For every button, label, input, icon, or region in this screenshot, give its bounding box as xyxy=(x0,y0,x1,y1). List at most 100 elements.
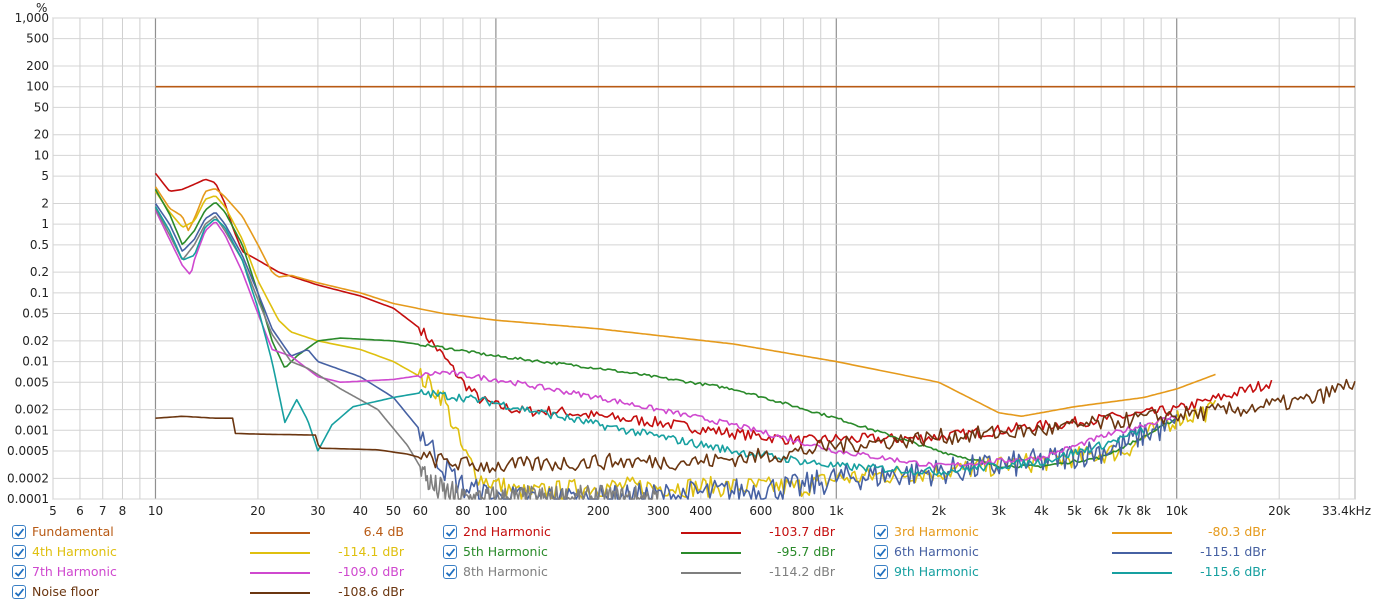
legend-item-4th-harmonic: 4th Harmonic -114.1 dBr xyxy=(12,542,412,562)
legend-swatch xyxy=(1112,532,1172,534)
check-icon xyxy=(445,568,456,577)
check-icon xyxy=(14,588,25,597)
legend-label: 6th Harmonic xyxy=(894,544,979,559)
legend-swatch xyxy=(250,532,310,534)
legend-label: 8th Harmonic xyxy=(463,564,548,579)
legend-value: -108.6 dBr xyxy=(338,584,404,599)
x-tick-label: 400 xyxy=(689,504,712,518)
legend-checkbox[interactable] xyxy=(874,545,888,559)
x-tick-label: 10 xyxy=(148,504,163,518)
legend-swatch xyxy=(250,552,310,554)
y-tick-label: 0.01 xyxy=(22,355,49,369)
legend-label: 9th Harmonic xyxy=(894,564,979,579)
x-tick-label: 20k xyxy=(1268,504,1290,518)
legend-value: -115.6 dBr xyxy=(1200,564,1266,579)
legend-swatch xyxy=(250,572,310,574)
x-tick-label: 10k xyxy=(1166,504,1188,518)
legend-checkbox[interactable] xyxy=(443,565,457,579)
x-tick-label: 50 xyxy=(386,504,401,518)
legend-swatch xyxy=(1112,572,1172,574)
x-tick-label: 7k xyxy=(1117,504,1132,518)
legend-item-7th-harmonic: 7th Harmonic -109.0 dBr xyxy=(12,562,412,582)
check-icon xyxy=(876,568,887,577)
y-tick-label: 5 xyxy=(41,169,49,183)
check-icon xyxy=(445,528,456,537)
x-tick-label: 8k xyxy=(1136,504,1151,518)
legend-checkbox[interactable] xyxy=(12,525,26,539)
legend-label: Fundamental xyxy=(32,524,114,539)
legend-item-6th-harmonic: 6th Harmonic -115.1 dBr xyxy=(874,542,1274,562)
x-tick-label: 300 xyxy=(647,504,670,518)
legend-label: 3rd Harmonic xyxy=(894,524,979,539)
y-unit-label: % xyxy=(36,1,47,15)
check-icon xyxy=(14,568,25,577)
y-axis-ticks: 1,000 500 200 100 50 20 10 5 2 1 0.5 0.2 0.1 0.05 0.02… xyxy=(7,11,49,506)
x-tick-label: 1k xyxy=(829,504,844,518)
y-tick-label: 10 xyxy=(34,148,49,162)
x-tick-label: 40 xyxy=(353,504,368,518)
legend-checkbox[interactable] xyxy=(874,565,888,579)
y-tick-label: 100 xyxy=(26,80,49,94)
check-icon xyxy=(876,528,887,537)
y-tick-label: 0.2 xyxy=(30,265,49,279)
check-icon xyxy=(14,528,25,537)
legend-label: 2nd Harmonic xyxy=(463,524,551,539)
series-2nd-harmonic xyxy=(154,172,1273,447)
legend-item-noise-floor: Noise floor -108.6 dBr xyxy=(12,582,412,602)
legend-label: 4th Harmonic xyxy=(32,544,117,559)
y-tick-label: 200 xyxy=(26,59,49,73)
legend-swatch xyxy=(250,592,310,594)
x-tick-label: 80 xyxy=(455,504,470,518)
y-tick-label: 2 xyxy=(41,196,49,210)
series-lines xyxy=(154,85,1356,500)
y-tick-label: 20 xyxy=(34,128,49,142)
y-tick-label: 0.1 xyxy=(30,286,49,300)
check-icon xyxy=(14,548,25,557)
legend-label: Noise floor xyxy=(32,584,99,599)
legend-label: 5th Harmonic xyxy=(463,544,548,559)
legend-item-fundamental: Fundamental 6.4 dB xyxy=(12,522,412,542)
y-tick-label: 0.0005 xyxy=(7,444,49,458)
x-tick-label: 5k xyxy=(1067,504,1082,518)
legend-checkbox[interactable] xyxy=(12,545,26,559)
x-tick-label: 600 xyxy=(749,504,772,518)
x-tick-label: 5 xyxy=(49,504,57,518)
legend-value: -114.2 dBr xyxy=(769,564,835,579)
legend-checkbox[interactable] xyxy=(874,525,888,539)
x-tick-label: 800 xyxy=(792,504,815,518)
legend-item-9th-harmonic: 9th Harmonic -115.6 dBr xyxy=(874,562,1274,582)
legend-checkbox[interactable] xyxy=(12,565,26,579)
legend-swatch xyxy=(1112,552,1172,554)
x-tick-label: 20 xyxy=(250,504,265,518)
check-icon xyxy=(445,548,456,557)
legend-swatch xyxy=(681,552,741,554)
y-tick-label: 0.0002 xyxy=(7,471,49,485)
series-3rd-harmonic xyxy=(154,186,1216,417)
x-tick-label: 6k xyxy=(1094,504,1109,518)
x-tick-label: 60 xyxy=(413,504,428,518)
x-tick-label: 4k xyxy=(1034,504,1049,518)
y-tick-label: 0.005 xyxy=(15,375,49,389)
x-tick-label: 33.4kHz xyxy=(1322,504,1371,518)
check-icon xyxy=(876,548,887,557)
legend-value: -80.3 dBr xyxy=(1208,524,1266,539)
x-tick-label: 3k xyxy=(991,504,1006,518)
series-noise-floor xyxy=(155,378,1356,474)
legend-item-3rd-harmonic: 3rd Harmonic -80.3 dBr xyxy=(874,522,1274,542)
x-axis-ticks: 5 6 7 8 10 20 30 40 50 60 80 100 200 300 400 600 800 1k 2k… xyxy=(49,504,1371,518)
legend-checkbox[interactable] xyxy=(12,585,26,599)
legend-value: -95.7 dBr xyxy=(777,544,835,559)
y-tick-label: 0.5 xyxy=(30,238,49,252)
legend-swatch xyxy=(681,532,741,534)
y-tick-label: 0.02 xyxy=(22,334,49,348)
y-tick-label: 1,000 xyxy=(15,11,49,25)
legend-value: -115.1 dBr xyxy=(1200,544,1266,559)
x-tick-label: 30 xyxy=(310,504,325,518)
y-tick-label: 1 xyxy=(41,217,49,231)
x-tick-label: 200 xyxy=(587,504,610,518)
legend: Fundamental 6.4 dB 2nd Harmonic -103.7 dBr 3… xyxy=(0,520,1380,604)
x-tick-label: 7 xyxy=(99,504,107,518)
legend-checkbox[interactable] xyxy=(443,545,457,559)
legend-value: -114.1 dBr xyxy=(338,544,404,559)
legend-checkbox[interactable] xyxy=(443,525,457,539)
